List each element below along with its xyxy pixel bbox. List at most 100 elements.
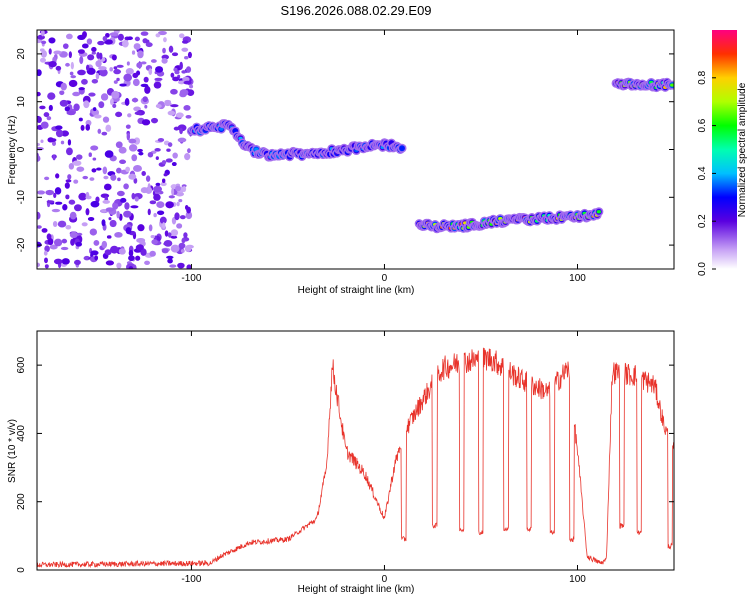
spectrogram-cell bbox=[174, 212, 180, 221]
spectrogram-cell bbox=[52, 220, 58, 227]
spectrogram-cell bbox=[117, 177, 121, 182]
spectrogram-cell bbox=[144, 104, 148, 109]
spectrogram-cell bbox=[120, 197, 127, 203]
spectrogram-cell bbox=[48, 37, 56, 44]
spectrogram-cell bbox=[40, 139, 44, 143]
spectrogram-cell bbox=[109, 98, 114, 106]
spectrogram-cell bbox=[37, 116, 42, 124]
spectrogram-cell bbox=[168, 257, 173, 261]
spectrogram-cell bbox=[140, 31, 149, 36]
spectrogram-cell bbox=[144, 260, 150, 265]
spectrogram-cell bbox=[150, 59, 157, 63]
spectrogram-cell bbox=[128, 249, 134, 257]
spectrogram-cell bbox=[75, 241, 83, 247]
spectrogram-x-tick-label: 100 bbox=[569, 273, 586, 284]
spectrogram-cells bbox=[37, 30, 674, 269]
spectrogram-cell bbox=[167, 110, 176, 116]
spectrogram-cell bbox=[170, 235, 178, 239]
spectrogram-cell bbox=[163, 101, 172, 107]
spectrogram-cell bbox=[55, 129, 64, 138]
spectrogram-cell bbox=[111, 54, 117, 61]
spectrogram-cell bbox=[90, 250, 99, 256]
spectrogram-cell bbox=[43, 250, 48, 256]
spectrogram-cell bbox=[106, 235, 112, 239]
spectrogram-cell bbox=[116, 64, 124, 68]
spectrogram-cell bbox=[72, 91, 81, 97]
spectrogram-cell bbox=[128, 255, 135, 262]
spectrogram-cell bbox=[64, 182, 70, 189]
spectrogram-cell bbox=[151, 117, 159, 124]
spectrogram-cell bbox=[47, 238, 54, 246]
spectrogram-cell bbox=[89, 177, 95, 181]
spectrogram-cell bbox=[165, 158, 173, 163]
spectrogram-cell bbox=[179, 33, 185, 39]
spectrogram-cell bbox=[132, 264, 137, 269]
colorbar: 0.0 0.2 0.4 0.6 0.8 Normalized spectral ampl… bbox=[697, 30, 748, 276]
spectrogram-cell bbox=[91, 46, 97, 52]
spectrogram-cell bbox=[116, 190, 125, 197]
spectrogram-cell bbox=[180, 249, 185, 253]
spectrogram-cell bbox=[90, 200, 100, 208]
spectrogram-cell bbox=[134, 36, 140, 42]
spectrogram-cell bbox=[116, 167, 122, 174]
spectrogram-cell bbox=[87, 54, 95, 61]
spectrogram-cell bbox=[105, 260, 115, 266]
spectrogram-cell bbox=[111, 90, 120, 99]
spectrogram-cell bbox=[43, 112, 50, 118]
spectrogram-cell bbox=[155, 66, 164, 73]
spectrogram-cell bbox=[153, 193, 161, 201]
spectrogram-cell bbox=[62, 204, 68, 211]
spectrogram-cell bbox=[105, 207, 115, 212]
snr-y-tick-label: 600 bbox=[16, 356, 27, 373]
spectrogram-cell bbox=[119, 83, 127, 87]
colorbar-tick-label: 0.0 bbox=[697, 262, 708, 276]
spectrogram-cell bbox=[76, 232, 83, 236]
spectrogram-cell bbox=[87, 216, 95, 221]
colorbar-tick-label: 0.4 bbox=[697, 166, 708, 180]
spectrogram-cell bbox=[161, 57, 168, 64]
spectrogram-cell bbox=[65, 225, 72, 230]
spectrogram-cell bbox=[97, 40, 105, 46]
spectrogram-cell bbox=[187, 148, 191, 154]
spectrogram-cell bbox=[144, 85, 151, 94]
spectrogram-cell bbox=[37, 154, 41, 162]
spectrogram-cell bbox=[157, 138, 165, 142]
spectrogram-cell bbox=[90, 145, 99, 151]
spectrogram-x-label: Height of straight line (km) bbox=[298, 285, 415, 296]
spectrogram-cell bbox=[108, 217, 112, 221]
spectrogram-cell bbox=[73, 103, 80, 111]
spectrogram-cell bbox=[172, 76, 180, 82]
spectrogram-cell bbox=[175, 191, 184, 197]
spectrogram-cell bbox=[163, 173, 168, 177]
spectrogram-cell bbox=[133, 137, 141, 145]
spectrogram-cell bbox=[116, 210, 120, 219]
spectrogram-cell bbox=[53, 238, 63, 247]
spectrogram-cell bbox=[118, 248, 126, 255]
spectrogram-cell bbox=[123, 73, 133, 82]
spectrogram-cell bbox=[115, 141, 123, 149]
spectrogram-cell bbox=[46, 116, 52, 121]
spectrogram-cell bbox=[154, 148, 161, 152]
spectrogram-cell bbox=[81, 78, 88, 85]
spectrogram-cell bbox=[154, 77, 163, 81]
spectrogram-cell bbox=[177, 262, 185, 269]
spectrogram-cell bbox=[101, 240, 108, 249]
spectrogram-cell bbox=[596, 210, 602, 214]
spectrogram-cell bbox=[123, 183, 129, 190]
spectrogram-cell bbox=[37, 211, 41, 220]
spectrogram-cell bbox=[39, 57, 46, 63]
spectrogram-cell bbox=[95, 60, 102, 68]
spectrogram-cell bbox=[101, 209, 107, 213]
spectrogram-cell bbox=[81, 222, 88, 227]
spectrogram-cell bbox=[86, 38, 93, 45]
colorbar-gradient bbox=[712, 30, 737, 269]
spectrogram-cell bbox=[80, 124, 85, 131]
snr-y-tick-label: 0 bbox=[16, 567, 27, 573]
spectrogram-cell bbox=[60, 130, 69, 137]
spectrogram-cell bbox=[170, 244, 180, 253]
spectrogram-cell bbox=[116, 262, 122, 269]
spectrogram-cell bbox=[85, 191, 90, 199]
spectrogram-cell bbox=[65, 194, 70, 200]
spectrogram-cell bbox=[73, 204, 82, 212]
